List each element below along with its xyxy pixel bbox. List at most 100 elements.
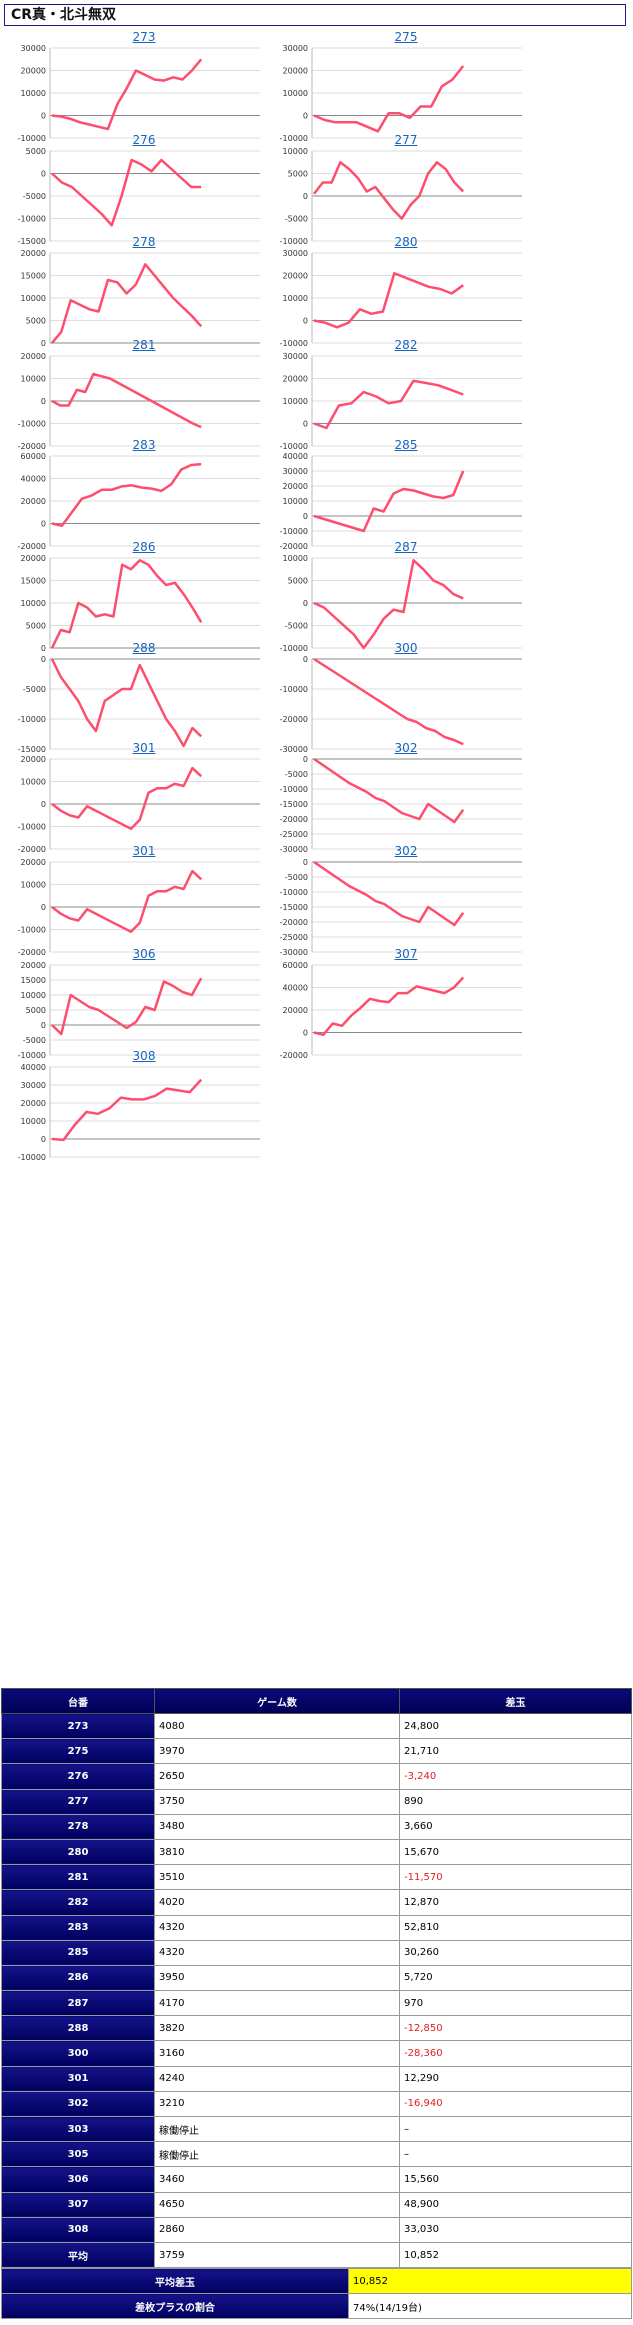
series-line xyxy=(313,379,464,430)
chart-title-link[interactable]: 280 xyxy=(394,235,418,249)
chart-title-link[interactable]: 273 xyxy=(132,30,156,44)
game-count: 2860 xyxy=(154,2216,400,2243)
chart-title-link[interactable]: 276 xyxy=(132,133,156,147)
chart-title-link[interactable]: 287 xyxy=(394,540,418,554)
game-count: 稼働停止 xyxy=(154,2141,400,2168)
machine-number[interactable]: 277 xyxy=(1,1788,155,1815)
machine-number[interactable]: 平均 xyxy=(1,2241,155,2269)
chart-273: 273 30000 20000 10000 0 -10000 xyxy=(4,30,284,150)
chart-title-link[interactable]: 308 xyxy=(132,1049,156,1063)
y-tick-label: 0 xyxy=(303,317,308,326)
table-row: 301 4240 12,290 xyxy=(1,2065,632,2092)
y-tick-label: 20000 xyxy=(21,755,46,764)
machine-number[interactable]: 287 xyxy=(1,1990,155,2017)
series-line xyxy=(51,766,203,831)
y-tick-label: -20000 xyxy=(18,542,46,551)
machine-number[interactable]: 273 xyxy=(1,1712,155,1740)
chart-title-link[interactable]: 283 xyxy=(132,438,156,452)
machine-number[interactable]: 308 xyxy=(1,2216,155,2243)
machine-number[interactable]: 285 xyxy=(1,1939,155,1966)
chart-title-link[interactable]: 306 xyxy=(132,947,156,961)
series-line xyxy=(51,263,203,344)
chart-svg: 0 -5000 -10000 -15000 -20000 -25000 -30000 xyxy=(280,755,522,854)
chart-275: 275 30000 20000 10000 0 -10000 xyxy=(266,30,546,150)
chart-title-link[interactable]: 301 xyxy=(132,741,156,755)
machine-number[interactable]: 278 xyxy=(1,1813,155,1840)
y-tick-label: 10000 xyxy=(283,497,308,506)
chart-title-link[interactable]: 286 xyxy=(132,540,156,554)
y-tick-label: 0 xyxy=(303,112,308,121)
machine-number[interactable]: 276 xyxy=(1,1763,155,1790)
table-row: 283 4320 52,810 xyxy=(1,1914,632,1941)
table-row: 288 3820 -12,850 xyxy=(1,2015,632,2042)
chart-287: 287 10000 5000 0 -5000 -10000 xyxy=(266,540,546,660)
chart-282: 282 30000 20000 10000 0 -10000 xyxy=(266,338,546,458)
diff-value: -11,570 xyxy=(399,1864,632,1891)
machine-number[interactable]: 286 xyxy=(1,1964,155,1992)
game-count: 4080 xyxy=(154,1712,400,1740)
machine-number[interactable]: 288 xyxy=(1,2015,155,2042)
diff-value: -28,360 xyxy=(399,2040,632,2067)
avg-value: 10,852 xyxy=(348,2267,632,2295)
series-line xyxy=(313,161,465,220)
header-machine-number: 台番 xyxy=(1,1688,155,1714)
diff-value: 970 xyxy=(399,1990,632,2017)
machine-number[interactable]: 280 xyxy=(1,1838,155,1866)
y-tick-label: 5000 xyxy=(288,577,308,586)
y-tick-label: -10000 xyxy=(18,420,46,429)
chart-title-link[interactable]: 302 xyxy=(394,844,418,858)
y-tick-label: 30000 xyxy=(283,249,308,258)
chart-title-link[interactable]: 300 xyxy=(394,641,418,655)
series-line xyxy=(313,65,465,133)
chart-title-link[interactable]: 288 xyxy=(132,641,156,655)
machine-number[interactable]: 301 xyxy=(1,2065,155,2092)
y-tick-label: -10000 xyxy=(18,215,46,224)
y-tick-label: 30000 xyxy=(283,467,308,476)
diff-value: – xyxy=(399,2141,632,2168)
y-tick-label: 0 xyxy=(41,644,46,653)
y-tick-label: 20000 xyxy=(21,67,46,76)
y-tick-label: -20000 xyxy=(280,815,308,824)
chart-title-link[interactable]: 285 xyxy=(394,438,418,452)
machine-number[interactable]: 305 xyxy=(1,2141,155,2168)
chart-title-link[interactable]: 281 xyxy=(132,338,156,352)
chart-svg: 40000 30000 20000 10000 0 -10000 xyxy=(18,1063,260,1162)
series-line xyxy=(50,658,203,748)
chart-title-link[interactable]: 301 xyxy=(132,844,156,858)
game-count: 3510 xyxy=(154,1864,400,1891)
machine-number[interactable]: 283 xyxy=(1,1914,155,1941)
chart-title-link[interactable]: 282 xyxy=(394,338,418,352)
machine-number[interactable]: 307 xyxy=(1,2191,155,2218)
chart-svg: 20000 10000 0 -10000 -20000 xyxy=(18,352,260,451)
chart-svg: 30000 20000 10000 0 -10000 xyxy=(18,44,260,143)
chart-301: 301 20000 10000 0 -10000 -20000 xyxy=(4,844,284,964)
y-tick-label: 0 xyxy=(41,520,46,529)
machine-number[interactable]: 275 xyxy=(1,1738,155,1765)
machine-number[interactable]: 303 xyxy=(1,2115,155,2143)
chart-svg: 20000 15000 10000 5000 0 -5000 -10000 xyxy=(18,961,260,1060)
machine-number[interactable]: 282 xyxy=(1,1889,155,1916)
y-tick-label: 0 xyxy=(303,420,308,429)
y-tick-label: 15000 xyxy=(21,272,46,281)
machine-number[interactable]: 300 xyxy=(1,2040,155,2067)
chart-title-link[interactable]: 275 xyxy=(394,30,418,44)
machine-number[interactable]: 306 xyxy=(1,2166,155,2193)
chart-306: 306 20000 15000 10000 5000 0 -5000 -10000 xyxy=(4,947,284,1067)
machine-number[interactable]: 302 xyxy=(1,2090,155,2118)
y-tick-label: 20000 xyxy=(21,249,46,258)
y-tick-label: -30000 xyxy=(280,845,308,854)
series-line xyxy=(313,559,464,650)
y-tick-label: 0 xyxy=(41,903,46,912)
chart-title-link[interactable]: 277 xyxy=(394,133,418,147)
chart-title-link[interactable]: 278 xyxy=(132,235,156,249)
chart-title-link[interactable]: 302 xyxy=(394,741,418,755)
game-count: 4320 xyxy=(154,1914,400,1941)
chart-svg: 10000 5000 0 -5000 -10000 xyxy=(280,554,522,653)
machine-number[interactable]: 281 xyxy=(1,1864,155,1891)
y-tick-label: 10000 xyxy=(21,89,46,98)
y-tick-label: 60000 xyxy=(283,961,308,970)
y-tick-label: -10000 xyxy=(280,644,308,653)
chart-title-link[interactable]: 307 xyxy=(394,947,418,961)
y-tick-label: 30000 xyxy=(21,44,46,53)
game-count: 4240 xyxy=(154,2065,400,2092)
